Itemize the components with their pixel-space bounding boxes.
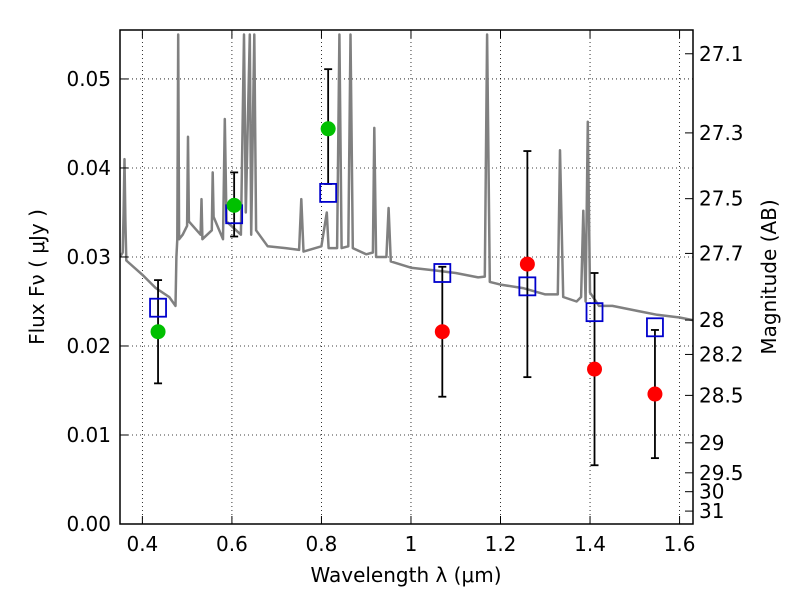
magnitude-tick-label: 30 — [699, 480, 724, 504]
magnitude-tick-label: 27.3 — [699, 121, 744, 145]
x-tick-label: 1.4 — [574, 532, 606, 556]
spectrum-line — [120, 33, 693, 322]
optical-detection-point — [320, 121, 336, 137]
magnitude-tick-label: 28 — [699, 308, 724, 332]
model-photometry-square — [585, 302, 604, 323]
magnitude-tick-label: 29 — [699, 431, 724, 455]
optical-detection-point — [226, 197, 242, 213]
marker-layer — [149, 121, 664, 402]
magnitude-tick-label: 27.5 — [699, 187, 744, 211]
x-tick-label: 1.6 — [664, 532, 696, 556]
magnitude-tick-label: 29.5 — [699, 461, 744, 485]
plot-frame — [119, 29, 694, 525]
magnitude-tick-label: 28.5 — [699, 383, 744, 407]
model-photometry-square — [433, 263, 452, 283]
model-photometry-square — [319, 182, 338, 203]
model-photometry-square — [518, 276, 537, 297]
y-tick-label: 0.03 — [66, 245, 111, 269]
x-tick-label: 1.2 — [485, 532, 517, 556]
plot-background — [120, 30, 693, 524]
x-tick-labels: 0.4 0.6 0.8 1 1.2 1.4 1.6 — [126, 532, 695, 556]
x-tick-label: 0.6 — [216, 532, 248, 556]
spectrum-layer — [120, 33, 693, 322]
y-tick-label: 0.05 — [66, 67, 111, 91]
x-tick-label: 0.8 — [306, 532, 338, 556]
magnitude-tick-label: 27.1 — [699, 42, 744, 66]
infrared-detection-point — [434, 324, 450, 340]
magnitude-tick-label: 27.7 — [699, 241, 744, 265]
model-photometry-square — [149, 297, 167, 318]
y-tick-label: 0.00 — [66, 512, 111, 536]
y-tick-label: 0.02 — [66, 334, 111, 358]
x-tick-label: 0.4 — [126, 532, 158, 556]
infrared-detection-point — [647, 386, 663, 402]
y-tick-label: 0.04 — [66, 156, 111, 180]
right-axis-title: Magnitude (AB) — [757, 199, 781, 354]
magnitude-tick-label: 31 — [699, 499, 724, 523]
model-photometry-square — [646, 317, 664, 338]
magnitude-tick-label: 28.2 — [699, 342, 744, 366]
x-axis-title: Wavelength λ (μm) — [310, 563, 501, 587]
tick-marks — [120, 30, 693, 525]
optical-detection-point — [150, 324, 166, 340]
infrared-detection-point — [519, 256, 535, 272]
y-axis-title: Flux Fν ( μJy ) — [25, 209, 49, 345]
y-tick-label: 0.01 — [66, 423, 111, 447]
x-tick-label: 1 — [405, 532, 418, 556]
infrared-detection-point — [587, 361, 603, 377]
y-tick-labels: 0.00 0.01 0.02 0.03 0.04 0.05 — [66, 67, 111, 536]
